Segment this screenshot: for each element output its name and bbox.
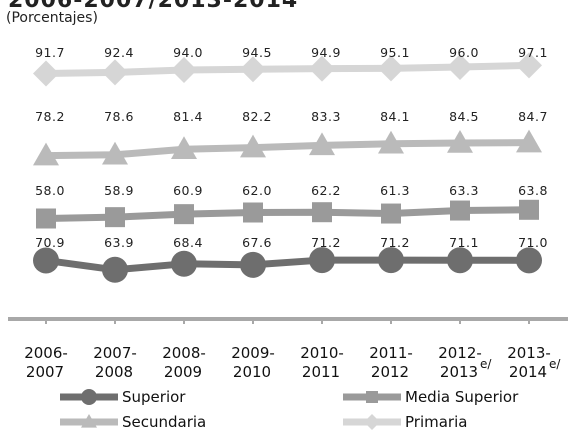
data-label-media-superior: 60.9 (173, 183, 203, 198)
data-label-superior: 63.9 (104, 235, 134, 250)
series-line-secundaria (45, 139, 530, 160)
data-point-media-superior (36, 208, 56, 229)
x-tick-label: 2013 (440, 363, 478, 381)
data-point-media-superior (174, 204, 194, 225)
x-tick-label: 2008- (162, 344, 206, 362)
data-point-secundaria (447, 130, 473, 153)
data-label-secundaria: 84.5 (449, 109, 479, 124)
legend-item-primaria: Primaria (343, 413, 467, 430)
data-point-primaria (102, 59, 128, 86)
data-point-secundaria (516, 129, 542, 153)
data-label-secundaria: 84.1 (380, 109, 410, 124)
data-label-media-superior: 62.2 (311, 183, 341, 198)
data-point-secundaria (309, 132, 335, 156)
data-point-media-superior (243, 202, 263, 223)
data-point-primaria (240, 56, 266, 83)
data-label-superior: 71.2 (311, 235, 341, 250)
data-point-primaria (516, 52, 542, 79)
data-point-primaria (378, 55, 404, 82)
legend-marker (364, 414, 380, 430)
x-tick-label: 2013- (507, 344, 551, 362)
data-label-secundaria: 83.3 (311, 109, 341, 124)
data-label-secundaria: 84.7 (518, 109, 548, 124)
data-label-superior: 71.2 (380, 235, 410, 250)
legend-label: Secundaria (122, 413, 206, 430)
data-point-superior (33, 247, 59, 274)
chart-title: 2006-2007/2013-2014 (8, 0, 299, 13)
x-tick-label: 2011- (369, 344, 413, 362)
x-tick-label: 2014 (509, 363, 547, 381)
x-tick-label: 2009- (231, 344, 275, 362)
data-label-primaria: 97.1 (518, 45, 548, 60)
x-tick-note: e/ (480, 357, 492, 371)
data-point-media-superior (312, 202, 332, 223)
legend-label: Primaria (405, 413, 467, 430)
data-label-primaria: 91.7 (35, 45, 65, 60)
x-tick-note: e/ (549, 357, 561, 371)
data-point-superior (240, 251, 266, 278)
data-label-superior: 70.9 (35, 235, 65, 250)
x-tick-label: 2006- (24, 344, 68, 362)
chart-subtitle: (Porcentajes) (6, 10, 98, 26)
data-label-primaria: 94.9 (311, 45, 341, 60)
data-label-superior: 68.4 (173, 235, 203, 250)
data-point-media-superior (450, 200, 470, 221)
x-tick-label: 2009 (164, 363, 202, 381)
data-point-primaria (33, 60, 59, 87)
data-point-superior (378, 247, 404, 274)
data-label-primaria: 96.0 (449, 45, 479, 60)
data-point-superior (447, 247, 473, 274)
legend-marker (81, 414, 97, 428)
data-point-secundaria (171, 136, 197, 159)
x-tick-label: 2010 (233, 363, 271, 381)
data-point-secundaria (33, 142, 59, 166)
data-point-secundaria (102, 141, 128, 165)
data-point-primaria (447, 54, 473, 80)
data-label-secundaria: 82.2 (242, 109, 272, 124)
data-label-primaria: 92.4 (104, 45, 134, 60)
data-point-secundaria (378, 130, 404, 154)
data-label-media-superior: 63.8 (518, 183, 548, 198)
x-tick-label: 2007 (26, 363, 64, 381)
data-label-superior: 71.0 (518, 235, 548, 250)
data-point-superior (102, 256, 128, 283)
data-label-superior: 67.6 (242, 235, 272, 250)
data-label-secundaria: 81.4 (173, 109, 203, 124)
data-point-primaria (171, 57, 197, 83)
data-point-media-superior (381, 203, 401, 224)
data-point-superior (309, 247, 335, 274)
legend-label: Media Superior (405, 388, 519, 406)
legend-item-media-superior: Media Superior (343, 388, 519, 406)
data-label-media-superior: 58.0 (35, 183, 65, 198)
data-label-primaria: 94.5 (242, 45, 272, 60)
data-point-primaria (309, 55, 335, 82)
data-point-media-superior (519, 199, 539, 220)
data-point-media-superior (105, 207, 125, 228)
data-label-primaria: 94.0 (173, 45, 203, 60)
data-label-media-superior: 58.9 (104, 183, 134, 198)
data-point-superior (171, 250, 197, 277)
data-point-secundaria (240, 134, 266, 158)
data-label-primaria: 95.1 (380, 45, 410, 60)
legend-item-secundaria: Secundaria (60, 413, 206, 430)
legend-item-superior: Superior (60, 388, 186, 406)
x-tick-label: 2008 (95, 363, 133, 381)
legend-marker (81, 389, 97, 405)
data-label-secundaria: 78.2 (35, 109, 65, 124)
x-tick-label: 2007- (93, 344, 137, 362)
x-tick-label: 2012- (438, 344, 482, 362)
data-label-media-superior: 63.3 (449, 183, 479, 198)
x-tick-label: 2012 (371, 363, 409, 381)
data-point-superior (516, 247, 542, 274)
legend-marker (366, 391, 378, 403)
data-label-superior: 71.1 (449, 235, 479, 250)
data-label-secundaria: 78.6 (104, 109, 134, 124)
legend-label: Superior (122, 388, 186, 406)
data-label-media-superior: 61.3 (380, 183, 410, 198)
data-label-media-superior: 62.0 (242, 183, 272, 198)
x-tick-label: 2010- (300, 344, 344, 362)
x-tick-label: 2011 (302, 363, 340, 381)
series-line-media-superior (45, 206, 530, 222)
